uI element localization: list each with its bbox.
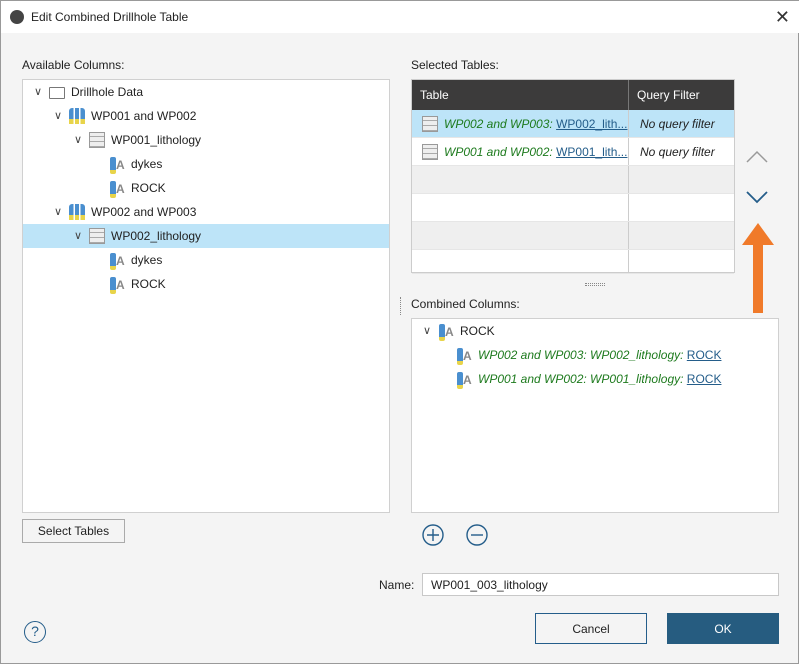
- tree-item-label: WP001 and WP002: [91, 109, 197, 123]
- add-icon[interactable]: [422, 524, 444, 546]
- category-column-icon: [109, 252, 125, 270]
- tree-item[interactable]: dykes: [23, 152, 389, 176]
- table-icon: [89, 228, 105, 244]
- chevron-down-icon[interactable]: ∨: [33, 86, 43, 98]
- query-filter-cell[interactable]: No query filter: [640, 144, 715, 159]
- tree-item-label: WP001_lithology: [111, 133, 202, 147]
- chevron-down-icon[interactable]: ∨: [53, 206, 63, 218]
- chevron-down-icon[interactable]: ∨: [53, 110, 63, 122]
- category-column-icon: [438, 323, 454, 341]
- splitter-handle[interactable]: [585, 283, 605, 286]
- table-icon: [422, 115, 438, 132]
- drillhole-set-name: WP001 and WP002: [444, 144, 550, 159]
- table-icon: [422, 143, 438, 160]
- selected-tables-grid[interactable]: Table Query Filter WP002 and WP003: WP00…: [411, 79, 735, 274]
- tree-item-label: WP002_lithology: [111, 229, 202, 243]
- column-link[interactable]: ROCK: [686, 348, 722, 362]
- source-table: WP001 and WP002: WP001_lithology: [478, 372, 681, 386]
- tree-item-label: dykes: [131, 157, 163, 171]
- combined-root[interactable]: ∨ ROCK: [412, 319, 778, 343]
- query-filter-cell[interactable]: No query filter: [640, 116, 715, 131]
- title-bar: Edit Combined Drillhole Table ✕: [1, 1, 799, 33]
- category-column-icon: [456, 371, 472, 389]
- name-input[interactable]: [422, 573, 779, 596]
- folder-icon: [49, 87, 65, 99]
- app-icon: [10, 10, 24, 24]
- table-row[interactable]: WP001 and WP002: WP001_lith... No query f…: [412, 138, 734, 166]
- combined-columns-tree[interactable]: ∨ ROCK WP002 and WP003: WP002_lithology:…: [411, 318, 779, 513]
- category-column-icon: [109, 276, 125, 294]
- table-row: [412, 222, 734, 250]
- window-title: Edit Combined Drillhole Table: [31, 10, 189, 24]
- tree-item-label: ROCK: [131, 181, 166, 195]
- table-cell[interactable]: WP001 and WP002: WP001_lith...: [412, 138, 629, 165]
- tree-item[interactable]: ROCK: [23, 176, 389, 200]
- tree-item[interactable]: ∨ WP002_lithology: [23, 224, 389, 248]
- table-row[interactable]: WP002 and WP003: WP002_lith... No query f…: [412, 110, 734, 138]
- cancel-button[interactable]: Cancel: [535, 613, 647, 644]
- selected-tables-label: Selected Tables:: [411, 58, 499, 72]
- ok-button[interactable]: OK: [667, 613, 779, 644]
- table-row: [412, 250, 734, 274]
- table-row: [412, 166, 734, 194]
- tree-item-label: WP002 and WP003: [91, 205, 197, 219]
- source-table: WP002 and WP003: WP002_lithology: [478, 348, 681, 362]
- tree-item[interactable]: ∨ WP001 and WP002: [23, 104, 389, 128]
- category-column-icon: [109, 180, 125, 198]
- chevron-down-icon[interactable]: ∨: [422, 325, 432, 337]
- move-down-icon[interactable]: [746, 191, 768, 204]
- available-columns-label: Available Columns:: [22, 58, 125, 72]
- combined-root-label: ROCK: [460, 324, 495, 338]
- tree-item-label: dykes: [131, 253, 163, 267]
- category-column-icon: [456, 347, 472, 365]
- tree-item-label: Drillhole Data: [71, 85, 144, 99]
- combined-column-item[interactable]: WP001 and WP002: WP001_lithology: ROCK: [412, 367, 778, 391]
- chevron-down-icon[interactable]: ∨: [73, 230, 83, 242]
- column-link[interactable]: ROCK: [686, 372, 722, 386]
- drillhole-set-name: WP002 and WP003: [444, 116, 550, 131]
- orange-arrow-annotation: [742, 223, 774, 313]
- splitter-handle-vertical[interactable]: [400, 297, 402, 315]
- tree-item[interactable]: ∨ WP001_lithology: [23, 128, 389, 152]
- close-icon[interactable]: ✕: [774, 7, 790, 27]
- column-header-query-filter[interactable]: Query Filter: [637, 88, 700, 102]
- chevron-down-icon[interactable]: ∨: [73, 134, 83, 146]
- combined-columns-label: Combined Columns:: [411, 297, 520, 311]
- select-tables-button[interactable]: Select Tables: [22, 519, 125, 543]
- available-columns-tree[interactable]: ∨ Drillhole Data ∨ WP001 and WP002 ∨ WP001_li…: [22, 79, 390, 513]
- table-link[interactable]: WP002_lith...: [556, 116, 628, 131]
- table-link[interactable]: WP001_lith...: [556, 144, 628, 159]
- table-cell[interactable]: WP002 and WP003: WP002_lith...: [412, 110, 629, 137]
- table-icon: [89, 132, 105, 148]
- add-remove-buttons: [422, 524, 488, 546]
- category-column-icon: [109, 156, 125, 174]
- tree-item[interactable]: dykes: [23, 248, 389, 272]
- grid-header: Table Query Filter: [412, 80, 734, 110]
- tree-item[interactable]: ROCK: [23, 272, 389, 296]
- column-header-table[interactable]: Table: [412, 80, 629, 110]
- move-arrows: [746, 150, 768, 204]
- tree-item[interactable]: ∨ Drillhole Data: [23, 80, 389, 104]
- table-row: [412, 194, 734, 222]
- help-icon[interactable]: ?: [24, 621, 46, 643]
- combined-column-item[interactable]: WP002 and WP003: WP002_lithology: ROCK: [412, 343, 778, 367]
- tree-item[interactable]: ∨ WP002 and WP003: [23, 200, 389, 224]
- name-label: Name:: [379, 578, 415, 592]
- drillhole-set-icon: [69, 108, 85, 124]
- drillhole-set-icon: [69, 204, 85, 220]
- tree-item-label: ROCK: [131, 277, 166, 291]
- move-up-icon[interactable]: [746, 150, 768, 163]
- remove-icon[interactable]: [466, 524, 488, 546]
